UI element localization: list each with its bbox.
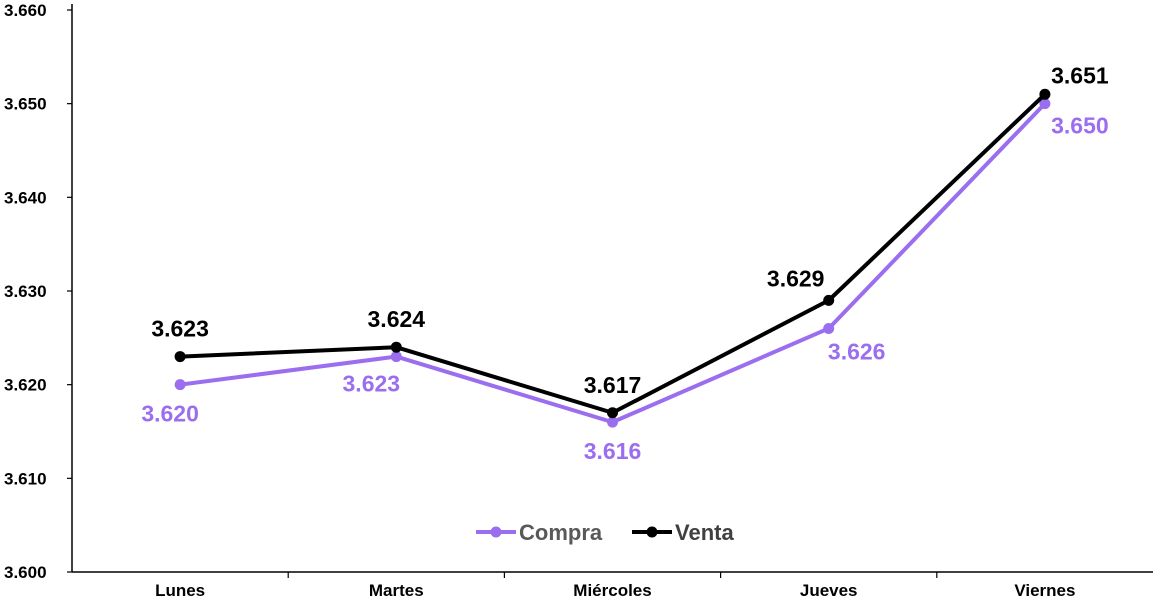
- data-label-compra: 3.650: [1051, 113, 1109, 139]
- y-tick-label: 3.600: [4, 563, 47, 582]
- data-label-venta: 3.624: [368, 306, 426, 332]
- data-point-compra: [607, 416, 618, 428]
- data-point-venta: [1039, 88, 1051, 100]
- chart-axes: 3.600 3.610 3.620 3.630 3.640 3.650 3.660 Lunes…: [4, 1, 1153, 600]
- x-tick-label: Martes: [369, 581, 424, 600]
- legend-label-venta: Venta: [675, 520, 734, 545]
- chart-series: [174, 88, 1051, 428]
- data-label-compra: 3.626: [828, 338, 886, 364]
- x-tick-label: Lunes: [155, 581, 205, 600]
- data-label-compra: 3.616: [584, 438, 642, 464]
- data-label-venta: 3.623: [151, 316, 209, 342]
- data-point-venta: [607, 407, 618, 419]
- data-label-venta: 3.617: [584, 372, 642, 398]
- chart-data-labels: 3.620 3.623 3.616 3.626 3.650 3.623 3.624 3.617…: [141, 62, 1109, 464]
- x-tick-label: Miércoles: [573, 581, 651, 600]
- data-point-venta: [390, 341, 402, 353]
- y-tick-label: 3.620: [4, 376, 47, 395]
- x-tick-label: Viernes: [1014, 581, 1075, 600]
- y-tick-label: 3.640: [4, 188, 47, 207]
- y-tick-label: 3.630: [4, 282, 47, 301]
- legend-label-compra: Compra: [519, 520, 603, 545]
- data-point-compra: [823, 322, 835, 334]
- y-tick-label: 3.610: [4, 469, 47, 488]
- data-label-venta: 3.629: [767, 265, 825, 291]
- data-point-compra: [174, 379, 186, 391]
- data-label-venta: 3.651: [1051, 62, 1109, 88]
- data-label-compra: 3.620: [141, 401, 199, 427]
- legend-marker-compra: [490, 526, 502, 538]
- data-point-compra: [1039, 98, 1051, 110]
- data-label-compra: 3.623: [343, 371, 401, 397]
- y-tick-label: 3.660: [4, 1, 47, 20]
- data-point-venta: [823, 294, 835, 306]
- series-line-venta: [178, 92, 1047, 415]
- data-point-compra: [390, 351, 402, 363]
- x-tick-label: Jueves: [800, 581, 858, 600]
- legend-marker-venta: [646, 526, 658, 538]
- data-point-venta: [174, 351, 186, 363]
- chart-legend: Compra Venta: [476, 520, 734, 545]
- y-tick-label: 3.650: [4, 95, 47, 114]
